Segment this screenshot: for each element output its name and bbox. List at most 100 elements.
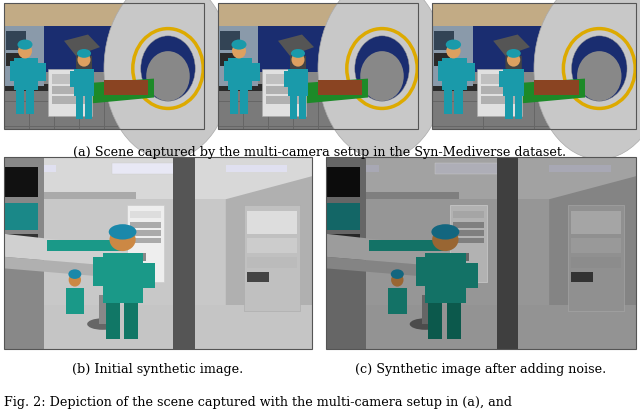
Bar [6,32,26,50]
Bar [326,204,360,230]
Bar [252,64,260,82]
Polygon shape [76,57,92,73]
Bar [326,305,636,349]
Bar [220,32,240,50]
Bar [4,4,204,26]
Bar [226,165,287,173]
Text: (b) Initial synthetic image.: (b) Initial synthetic image. [72,362,244,375]
Bar [481,74,518,84]
Bar [450,240,481,252]
Bar [218,4,418,26]
Bar [4,167,38,198]
Bar [218,4,418,73]
Bar [568,206,623,311]
Bar [220,54,236,67]
Bar [453,230,484,236]
Bar [230,87,238,114]
Bar [4,127,204,128]
Bar [4,114,204,115]
Bar [366,192,460,200]
Bar [422,296,428,324]
Polygon shape [326,257,465,280]
Ellipse shape [232,44,246,59]
Bar [131,230,161,236]
Bar [218,73,418,130]
Bar [131,238,161,244]
Bar [26,87,34,114]
Ellipse shape [291,50,305,59]
Bar [247,257,296,269]
Bar [499,72,506,88]
Ellipse shape [141,37,195,102]
Bar [447,297,461,339]
Bar [467,64,475,82]
Bar [131,254,146,261]
Bar [288,69,308,97]
Bar [435,164,512,175]
Bar [38,64,46,82]
Ellipse shape [355,37,409,102]
Bar [4,234,38,257]
Ellipse shape [318,0,446,160]
Bar [504,69,524,97]
Bar [432,127,636,128]
Bar [432,73,636,130]
Bar [93,257,104,286]
Bar [52,74,88,84]
Bar [290,95,297,120]
Ellipse shape [109,225,136,240]
Bar [450,206,487,282]
Ellipse shape [104,0,232,160]
Ellipse shape [360,52,404,102]
Polygon shape [493,36,530,57]
Bar [127,240,158,252]
Ellipse shape [391,270,404,279]
Bar [4,200,312,305]
Bar [74,69,94,97]
Bar [326,234,360,257]
Bar [438,62,446,82]
Bar [247,211,296,234]
Bar [318,81,362,96]
Bar [481,97,518,104]
Polygon shape [290,57,306,73]
Bar [432,4,636,73]
Bar [4,84,204,92]
Ellipse shape [432,228,458,252]
Ellipse shape [572,37,627,102]
Ellipse shape [577,52,621,102]
Ellipse shape [68,273,81,287]
Bar [4,26,44,87]
Bar [4,4,204,130]
Bar [106,297,120,339]
Bar [434,54,451,67]
Bar [571,273,593,282]
Bar [432,84,636,92]
Ellipse shape [18,44,32,59]
Bar [369,240,447,252]
Bar [127,206,164,282]
Bar [481,87,518,95]
Polygon shape [278,36,314,57]
Bar [432,4,636,130]
Bar [444,87,452,114]
Bar [326,158,366,349]
Bar [416,257,427,286]
Bar [52,97,88,104]
Polygon shape [549,177,636,349]
Bar [131,223,161,228]
Ellipse shape [446,40,461,50]
Bar [326,167,360,198]
Bar [515,95,522,120]
Bar [76,95,83,120]
Bar [442,59,467,91]
Ellipse shape [77,50,91,59]
Bar [104,81,148,96]
Bar [70,72,76,88]
Ellipse shape [534,0,640,160]
Polygon shape [506,57,522,73]
Ellipse shape [68,270,81,279]
Bar [4,158,44,349]
Bar [342,165,379,173]
Bar [4,204,38,230]
